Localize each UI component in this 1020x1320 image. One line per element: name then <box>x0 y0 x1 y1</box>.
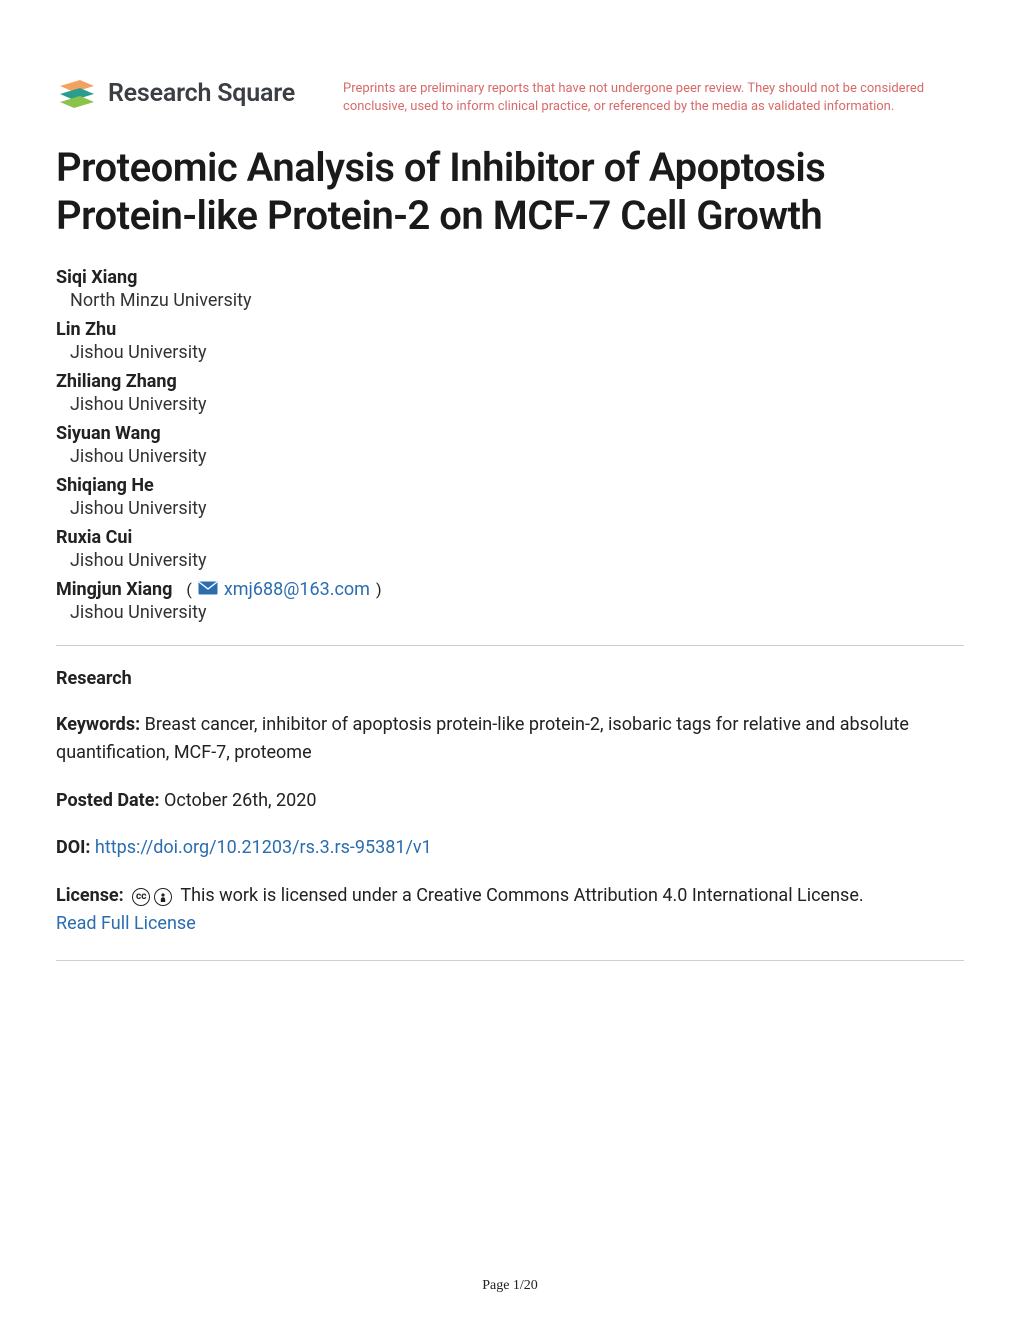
article-title: Proteomic Analysis of Inhibitor of Apopt… <box>56 144 964 238</box>
doi-line: DOI: https://doi.org/10.21203/rs.3.rs-95… <box>56 834 964 862</box>
author-name: Zhiliang Zhang <box>56 371 177 392</box>
author-affiliation: Jishou University <box>70 446 964 467</box>
author-affiliation: Jishou University <box>70 550 964 571</box>
author-item: Lin Zhu Jishou University <box>56 319 964 363</box>
author-name: Ruxia Cui <box>56 527 132 548</box>
author-name: Lin Zhu <box>56 319 116 340</box>
research-square-logo-icon <box>56 76 98 110</box>
envelope-icon <box>198 580 218 599</box>
license-line: License: cc This work is licensed under … <box>56 882 964 938</box>
author-name: Siyuan Wang <box>56 423 161 444</box>
cc-by-icon <box>154 888 172 906</box>
author-item: Mingjun Xiang ( xmj688@163.com ) Jishou … <box>56 579 964 623</box>
author-name: Siqi Xiang <box>56 267 137 288</box>
doi-label: DOI: <box>56 837 90 858</box>
section-divider <box>56 960 964 961</box>
author-item: Shiqiang He Jishou University <box>56 475 964 519</box>
preprint-disclaimer: Preprints are preliminary reports that h… <box>343 76 964 116</box>
license-text: This work is licensed under a Creative C… <box>180 885 863 906</box>
author-item: Zhiliang Zhang Jishou University <box>56 371 964 415</box>
author-affiliation: Jishou University <box>70 498 964 519</box>
cc-icon: cc <box>132 888 150 906</box>
corresponding-author-block: ( xmj688@163.com ) <box>182 579 381 600</box>
posted-date-label: Posted Date: <box>56 790 160 811</box>
authors-list: Siqi Xiang North Minzu University Lin Zh… <box>56 267 964 623</box>
doi-link[interactable]: https://doi.org/10.21203/rs.3.rs-95381/v… <box>95 837 432 858</box>
author-affiliation: Jishou University <box>70 342 964 363</box>
logo-block: Research Square <box>56 76 295 110</box>
author-item: Siqi Xiang North Minzu University <box>56 267 964 311</box>
author-name: Mingjun Xiang <box>56 579 172 600</box>
corresponding-email-link[interactable]: xmj688@163.com <box>224 579 370 600</box>
paren-open: ( <box>182 580 191 599</box>
author-item: Siyuan Wang Jishou University <box>56 423 964 467</box>
article-type-heading: Research <box>56 668 964 689</box>
page-header: Research Square Preprints are preliminar… <box>56 76 964 116</box>
author-affiliation: Jishou University <box>70 394 964 415</box>
author-name: Shiqiang He <box>56 475 154 496</box>
logo-text: Research Square <box>108 79 295 108</box>
keywords-label: Keywords: <box>56 714 140 735</box>
author-affiliation: North Minzu University <box>70 290 964 311</box>
paren-close: ) <box>376 580 382 599</box>
keywords-line: Keywords: Breast cancer, inhibitor of ap… <box>56 711 964 767</box>
section-divider <box>56 645 964 646</box>
author-item: Ruxia Cui Jishou University <box>56 527 964 571</box>
cc-icons: cc <box>132 888 172 906</box>
posted-date: October 26th, 2020 <box>164 790 317 811</box>
author-affiliation: Jishou University <box>70 602 964 623</box>
page-number-footer: Page 1/20 <box>0 1278 1020 1294</box>
meta-block: Keywords: Breast cancer, inhibitor of ap… <box>56 711 964 938</box>
read-full-license-link[interactable]: Read Full License <box>56 913 196 934</box>
keywords-text: Breast cancer, inhibitor of apoptosis pr… <box>56 714 909 763</box>
posted-date-line: Posted Date: October 26th, 2020 <box>56 787 964 815</box>
license-label: License: <box>56 885 124 906</box>
